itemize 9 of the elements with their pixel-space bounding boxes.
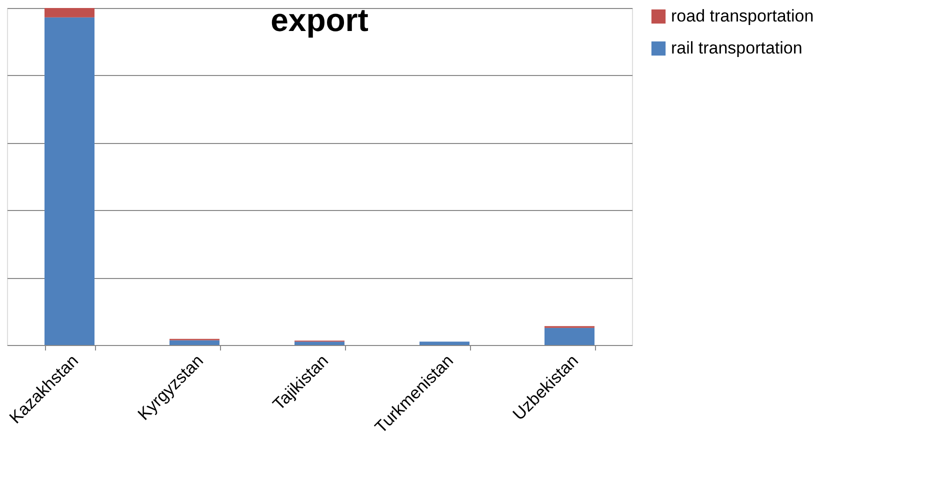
bar bbox=[544, 328, 594, 345]
bar bbox=[420, 342, 470, 345]
bar bbox=[44, 17, 94, 345]
bar bbox=[170, 340, 220, 345]
legend-label: road transportation bbox=[671, 6, 814, 26]
legend-label: rail transportation bbox=[671, 38, 802, 58]
bar bbox=[294, 342, 344, 345]
bar bbox=[44, 8, 94, 18]
chart-title: export bbox=[270, 2, 369, 38]
